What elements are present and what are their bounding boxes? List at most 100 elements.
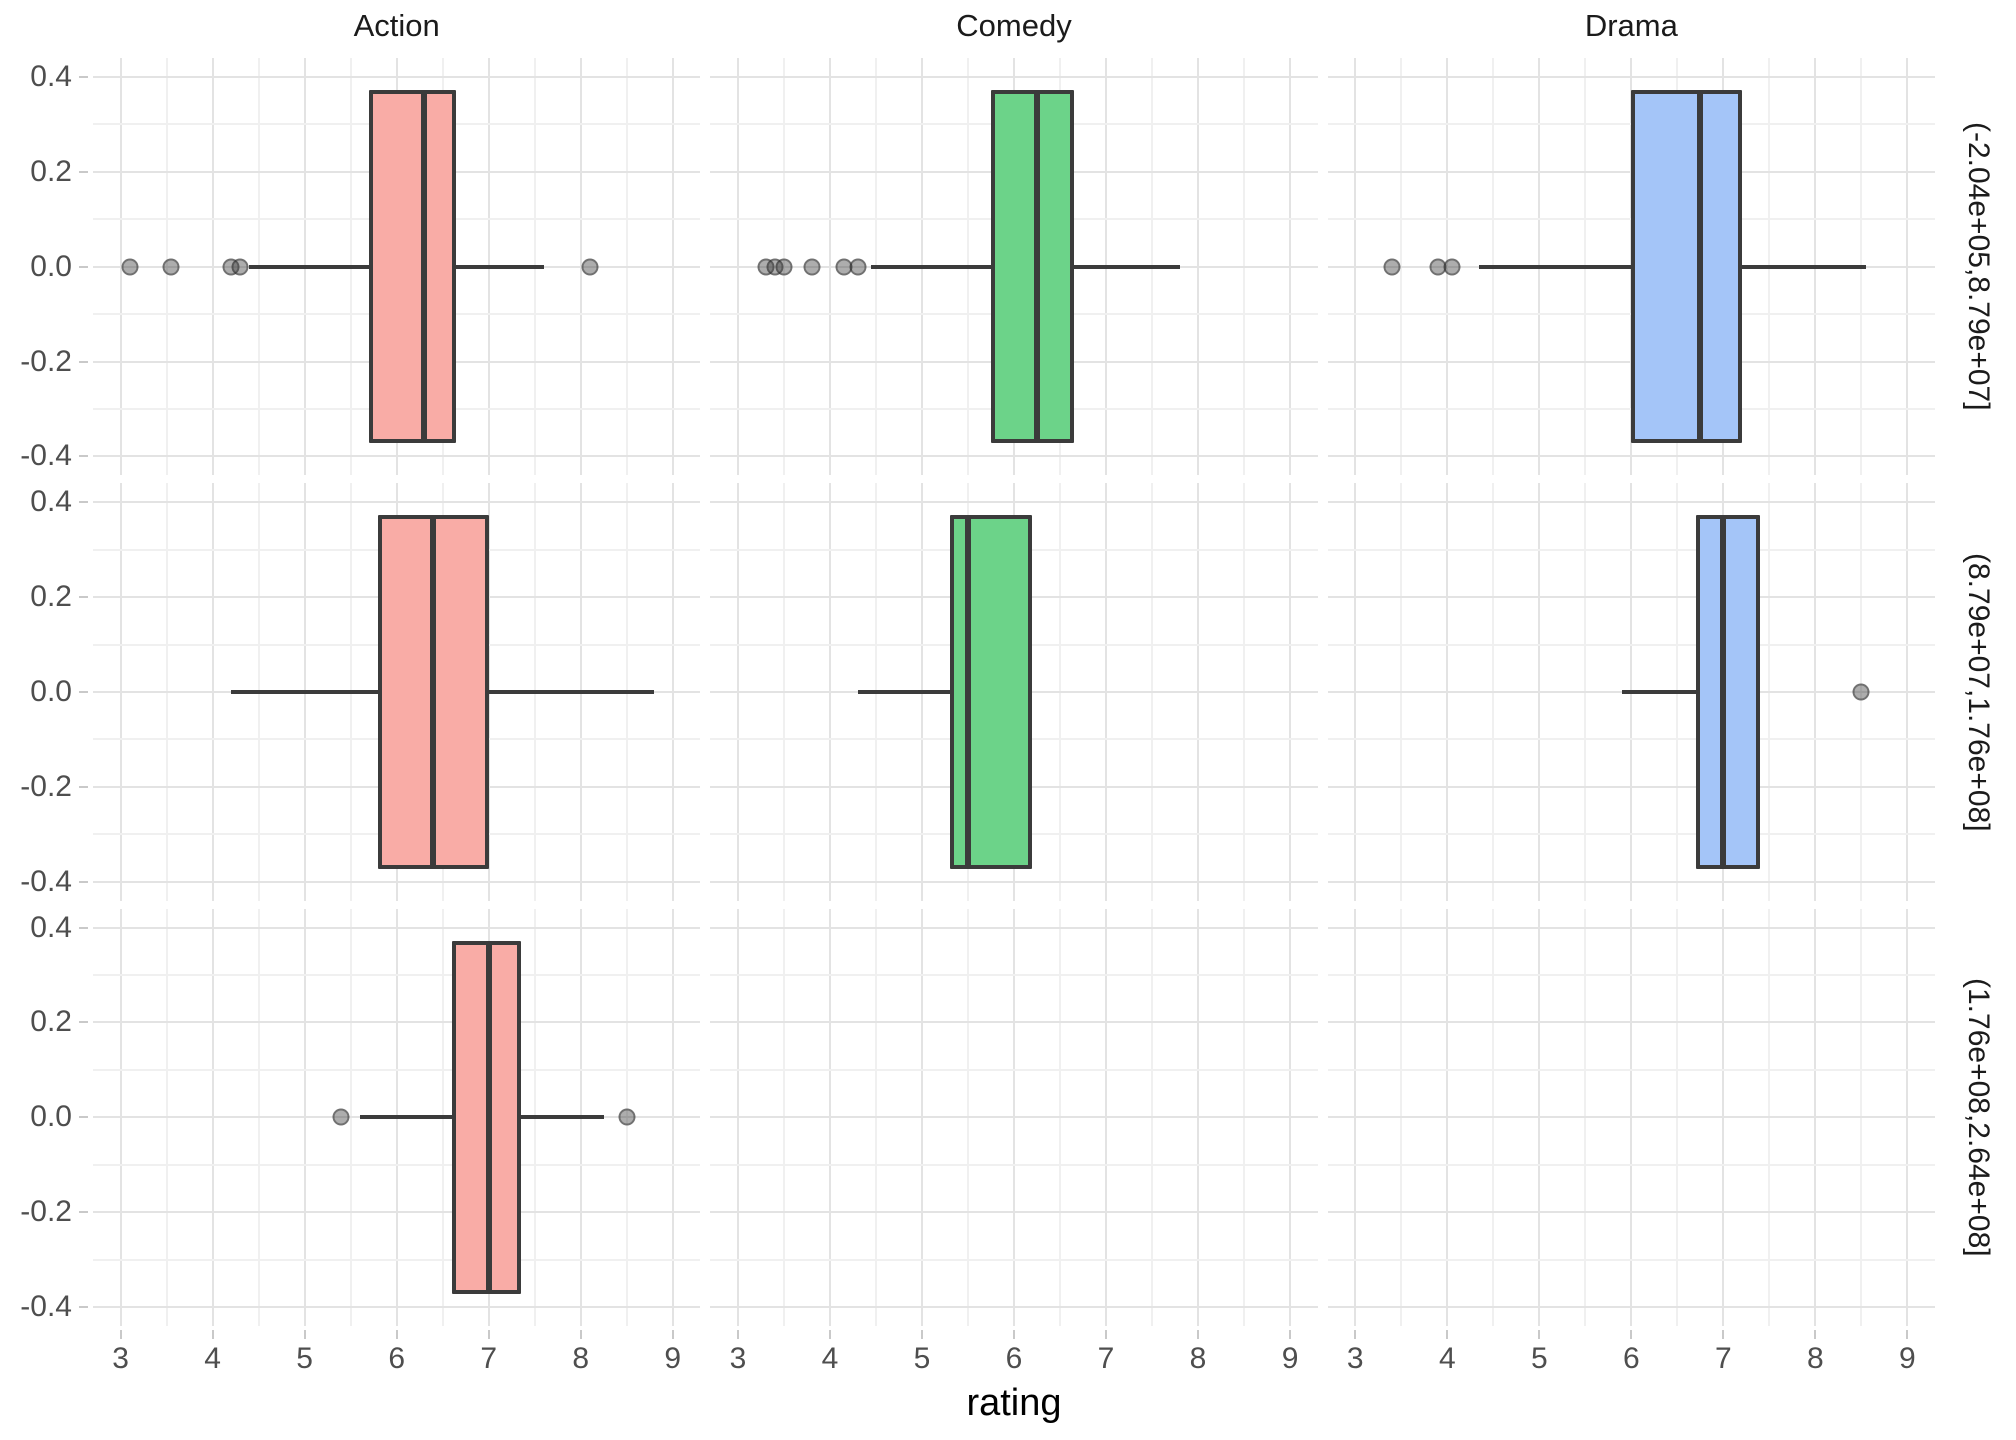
whisker-upper <box>520 1115 604 1120</box>
x-axis-tick <box>1354 1330 1357 1339</box>
y-axis-tick <box>79 926 88 929</box>
y-axis-tick <box>79 170 88 173</box>
panel-comedy-row2-empty <box>710 908 1318 1326</box>
x-axis-tick-label: 6 <box>1622 1342 1640 1375</box>
x-axis-tick-label: 4 <box>821 1342 839 1375</box>
boxplot-box-comedy <box>990 90 1074 444</box>
whisker-lower <box>857 689 950 694</box>
x-axis-tick <box>1446 1330 1449 1339</box>
y-axis-tick-label: -0.2 <box>20 344 72 378</box>
y-gridline-major <box>1327 926 1935 929</box>
facet-row-label-2: (1.76e+08,2.64e+08] <box>1961 978 1995 1257</box>
y-axis-tick-label: 0.4 <box>30 59 72 93</box>
x-axis-tick-label: 7 <box>1097 1342 1115 1375</box>
y-gridline-minor <box>1327 974 1935 977</box>
y-axis-tick <box>79 1116 88 1119</box>
y-gridline-minor <box>93 974 701 977</box>
x-axis-tick <box>736 1330 739 1339</box>
y-gridline-minor <box>1327 643 1935 646</box>
outlier-point <box>775 258 793 276</box>
x-axis-tick <box>1197 1330 1200 1339</box>
x-axis-tick-label: 8 <box>1807 1342 1824 1375</box>
x-axis-tick <box>1105 1330 1107 1339</box>
y-gridline-major <box>710 880 1318 883</box>
y-axis-tick <box>79 455 88 458</box>
x-axis-tick <box>671 1330 674 1339</box>
panel-action-row1 <box>93 483 701 901</box>
y-axis-tick-label: 0.2 <box>30 1005 72 1039</box>
whisker-upper <box>1741 264 1866 269</box>
x-axis-title: rating <box>966 1381 1062 1424</box>
y-gridline-minor <box>710 974 1318 977</box>
x-axis-tick-label: 7 <box>480 1342 498 1375</box>
panel-drama-row1 <box>1327 483 1935 901</box>
x-axis-col-0: 3 4 5 6 7 8 9 <box>88 1330 705 1376</box>
y-gridline-minor <box>1327 548 1935 551</box>
facet-row-label-0: (-2.04e+05,8.79e+07] <box>1961 122 1995 411</box>
y-gridline-major <box>1327 1306 1935 1309</box>
y-axis-tick <box>79 360 88 363</box>
whisker-lower <box>1479 264 1632 269</box>
y-gridline-major <box>710 455 1318 458</box>
x-axis-tick-label: 9 <box>664 1342 682 1375</box>
x-axis-tick <box>119 1330 122 1339</box>
y-gridline-minor <box>93 1258 701 1261</box>
median-line <box>485 940 492 1294</box>
whisker-lower <box>1622 689 1696 694</box>
y-gridline-major <box>1327 455 1935 458</box>
median-line <box>430 515 437 869</box>
y-axis-tick <box>79 75 88 78</box>
panel-comedy-row1 <box>710 483 1318 901</box>
facet-row-strip-1: (8.79e+07,1.76e+08] <box>1940 479 2016 904</box>
x-axis-tick <box>1906 1330 1909 1339</box>
y-axis-tick-label: -0.4 <box>20 1290 72 1324</box>
whisker-lower <box>231 689 379 694</box>
y-gridline-minor <box>710 1163 1318 1166</box>
x-axis-tick <box>1289 1330 1292 1339</box>
x-axis-tick-label: 5 <box>1530 1342 1548 1375</box>
outlier-point <box>162 258 180 276</box>
y-gridline-minor <box>1327 1258 1935 1261</box>
boxplot-box-drama <box>1631 90 1742 444</box>
x-axis-col-1: 3 4 5 6 7 8 9 <box>705 1330 1322 1376</box>
median-line <box>1033 90 1040 444</box>
x-axis-tick-label: 4 <box>1438 1342 1456 1375</box>
facet-row-strip-0: (-2.04e+05,8.79e+07] <box>1940 54 2016 479</box>
x-axis-tick-label: 8 <box>1189 1342 1207 1375</box>
x-axis-tick <box>828 1330 831 1339</box>
x-axis-tick-label: 3 <box>729 1342 747 1375</box>
facet-row-label-1: (8.79e+07,1.76e+08] <box>1961 552 1995 832</box>
median-line <box>1697 90 1704 444</box>
facet-column-title-comedy: Comedy <box>956 8 1072 43</box>
outlier-point <box>1443 258 1461 276</box>
y-axis-tick-label: -0.2 <box>20 769 72 803</box>
y-gridline-major <box>1327 1116 1935 1119</box>
outlier-point <box>1383 258 1401 276</box>
outlier-point <box>1852 683 1870 701</box>
y-axis-tick-label: -0.2 <box>20 1195 72 1229</box>
x-axis-tick-label: 5 <box>913 1342 931 1375</box>
y-gridline-minor <box>1327 738 1935 741</box>
y-gridline-major <box>710 1306 1318 1309</box>
y-axis-tick <box>79 880 88 883</box>
median-line <box>964 515 971 869</box>
x-axis-tick-label: 6 <box>1005 1342 1023 1375</box>
x-axis-tick <box>211 1330 214 1339</box>
y-axis-tick <box>79 501 88 504</box>
x-axis-tick-label: 8 <box>572 1342 590 1375</box>
y-gridline-minor <box>710 1068 1318 1071</box>
y-axis-tick-label: 0.2 <box>30 580 72 614</box>
y-gridline-major <box>93 926 701 929</box>
y-axis-tick-label: -0.4 <box>20 439 72 473</box>
y-gridline-major <box>710 501 1318 504</box>
y-gridline-major <box>93 1021 701 1024</box>
y-gridline-major <box>710 926 1318 929</box>
boxplot-box-action <box>369 90 457 444</box>
y-axis-tick <box>79 1306 88 1309</box>
y-gridline-major <box>1327 596 1935 599</box>
boxplot-box-drama <box>1695 515 1761 869</box>
y-gridline-major <box>1327 501 1935 504</box>
y-axis-tick-label: 0.0 <box>30 1100 72 1134</box>
y-gridline-minor <box>710 1258 1318 1261</box>
y-gridline-minor <box>1327 1068 1935 1071</box>
